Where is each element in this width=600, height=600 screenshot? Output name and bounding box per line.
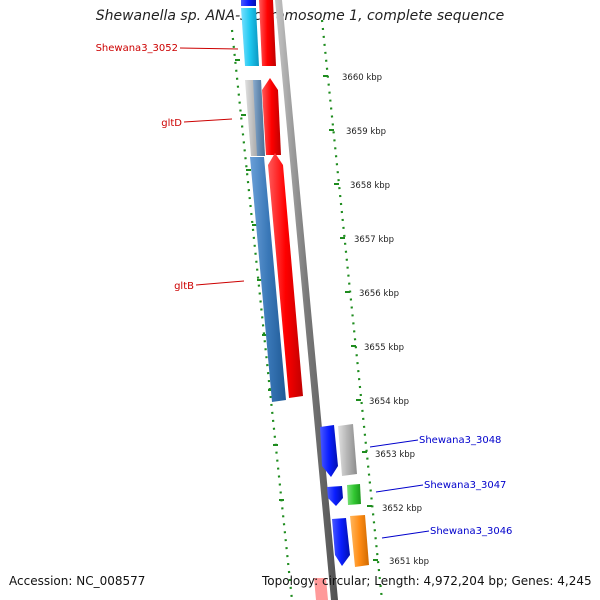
ruler-label: 3659 kbp [346, 127, 386, 137]
ruler-label: 3655 kbp [364, 343, 404, 353]
feature-top-blue [241, 0, 256, 6]
feature-shewana3-3046-orange [350, 515, 369, 567]
feature-shewana3-3048-gray [338, 424, 357, 476]
topology-summary: Topology: circular; Length: 4,972,204 bp… [262, 574, 592, 588]
ruler-label: 3652 kbp [382, 504, 422, 514]
feature-shewana3-3047-blue [327, 486, 343, 506]
red-track-gltB [268, 153, 303, 398]
gene-label-left: gltD [161, 118, 182, 129]
feature-gltB-steel [250, 157, 286, 402]
red-track-upper [259, 0, 276, 66]
feature-shewana3-3046-blue [332, 518, 350, 566]
leader-shewana3-3047 [375, 484, 424, 493]
page-title: Shewanella sp. ANA-3 chromosome 1, compl… [95, 8, 505, 24]
ruler-label: 3658 kbp [350, 181, 390, 191]
leader-shewana3-3048 [369, 439, 419, 448]
ruler-label: 3657 kbp [354, 235, 394, 245]
ruler-label: 3651 kbp [389, 557, 429, 567]
red-track-gltD [262, 78, 281, 155]
leader-gltD [183, 118, 233, 123]
gene-label-left: Shewana3_3052 [96, 43, 178, 54]
gene-label-right: Shewana3_3046 [430, 526, 512, 537]
gene-label-right: Shewana3_3047 [424, 480, 506, 491]
ruler-label: 3660 kbp [342, 73, 382, 83]
red-track-bottom [314, 578, 328, 600]
gene-label-left: gltB [174, 281, 194, 292]
feature-shewana3-3048-blue [320, 425, 338, 477]
gene-label-right: Shewana3_3048 [419, 435, 501, 446]
leader-shewana3-3052 [179, 47, 239, 50]
leader-shewana3-3046 [381, 530, 430, 539]
feature-gltD-steel-cap [253, 80, 265, 156]
accession-label: Accession: NC_008577 [9, 574, 146, 588]
ruler-label: 3653 kbp [375, 450, 415, 460]
feature-shewana3-3052 [241, 8, 259, 66]
leader-gltB [195, 280, 245, 286]
ruler-ticks [323, 75, 378, 561]
ruler-label: 3654 kbp [369, 397, 409, 407]
feature-shewana3-3047-green [347, 484, 361, 505]
right-dotted-track [320, 19, 384, 600]
ruler-label: 3656 kbp [359, 289, 399, 299]
